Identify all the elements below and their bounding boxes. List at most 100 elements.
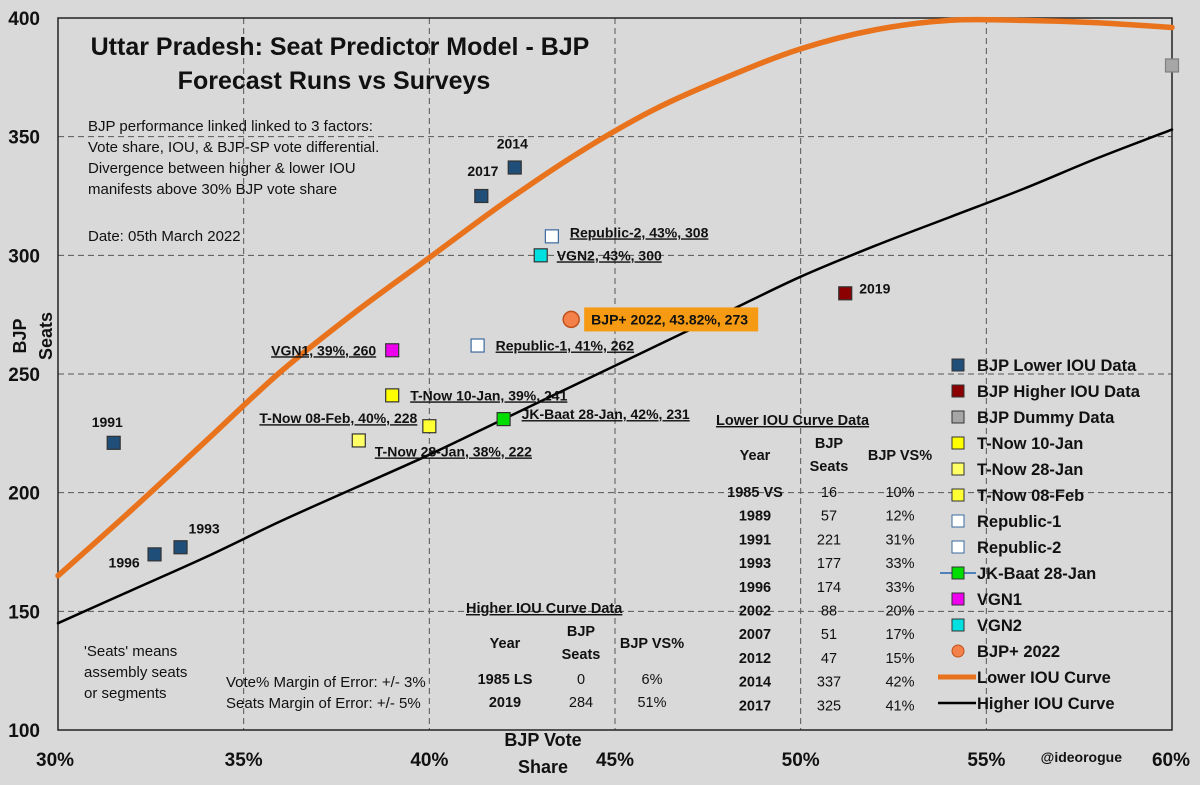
data-point-marker [147, 547, 162, 562]
y-tick-label: 250 [8, 365, 40, 386]
lower-table-cell: 42% [885, 675, 914, 691]
lower-table-title: Lower IOU Curve Data [716, 413, 870, 429]
data-point-marker [470, 338, 485, 353]
info-line-4: manifests above 30% BJP vote share [88, 181, 337, 198]
data-point-marker [496, 411, 511, 427]
legend-swatch [951, 566, 965, 580]
plot-area-border [57, 17, 1173, 731]
data-point-marker [106, 435, 121, 450]
seats-note-line-2: assembly seats [84, 664, 187, 681]
lower-table-rows: 1985 VS 16 10% 1989 57 12% 1991 221 31% 1993 177 33… [727, 485, 914, 714]
lower-table-header-bjp: BJP [815, 436, 844, 452]
legend-item-label: Republic-2 [977, 539, 1061, 557]
legend-item-label: T-Now 28-Jan [977, 461, 1083, 479]
higher-table-cell: 0 [577, 672, 585, 688]
y-tick-label: 300 [8, 246, 40, 267]
lower-table-header-vs: BJP VS% [868, 448, 932, 464]
lower-table-cell: 177 [817, 556, 841, 572]
lower-table-cell: 2014 [739, 675, 771, 691]
higher-table-rows: 1985 LS 0 6% 2019 284 51% [478, 672, 667, 711]
x-tick-label: 45% [596, 750, 634, 771]
legend-item-label: VGN1 [977, 591, 1022, 609]
legend-item-label: BJP Higher IOU Data [977, 383, 1141, 401]
data-point-label: JK-Baat 28-Jan, 42%, 231 [522, 406, 690, 422]
higher-table-cell: 6% [642, 672, 663, 688]
y-tick-label: 350 [8, 128, 40, 149]
higher-table-header-seats: Seats [562, 647, 601, 663]
higher-table-cell: 284 [569, 695, 593, 711]
higher-iou-curve [56, 128, 1174, 625]
data-point-label: T-Now 08-Feb, 40%, 228 [259, 410, 417, 426]
x-axis-label-line-2: Share [518, 757, 568, 777]
data-point-marker [533, 248, 548, 263]
legend-item-label: BJP+ 2022 [977, 643, 1060, 661]
higher-table-cell: 51% [637, 695, 666, 711]
curves-layer [55, 16, 1175, 625]
data-point-marker [838, 286, 853, 301]
lower-table-cell: 20% [885, 604, 914, 620]
legend-item-label: Republic-1 [977, 513, 1061, 531]
seats-note-line-1: 'Seats' means [84, 643, 177, 660]
lower-table-cell: 337 [817, 675, 841, 691]
lower-table-cell: 12% [885, 509, 914, 525]
lower-table-cell: 2007 [739, 627, 771, 643]
data-point-marker [385, 388, 400, 403]
legend-swatch [951, 644, 965, 658]
lower-table-cell: 17% [885, 627, 914, 643]
x-tick-label: 30% [36, 750, 74, 771]
chart-subtitle: Forecast Runs vs Surveys [178, 67, 491, 95]
data-point-marker [385, 343, 400, 358]
y-tick-label: 400 [8, 9, 40, 30]
vote-margin-note: Vote% Margin of Error: +/- 3% [226, 674, 426, 691]
bjp-2022-label: BJP+ 2022, 43.82%, 273 [591, 311, 748, 327]
lower-table-cell: 1993 [739, 556, 771, 572]
data-point-marker [173, 540, 188, 555]
lower-table-cell: 10% [885, 485, 914, 501]
legend: BJP Lower IOU Data BJP Higher IOU Data BJP… [938, 357, 1141, 713]
legend-item-label: T-Now 10-Jan [977, 435, 1083, 453]
data-point-label: T-Now 28-Jan, 38%, 222 [375, 443, 532, 459]
data-point-label: 1996 [109, 554, 140, 570]
lower-table-cell: 1985 VS [727, 485, 783, 501]
data-point-marker [1164, 58, 1180, 73]
y-tick-label: 150 [8, 602, 40, 623]
higher-table-cell: 1985 LS [478, 672, 533, 688]
lower-table-cell: 57 [821, 509, 837, 525]
info-line-3: Divergence between higher & lower IOU [88, 160, 356, 177]
data-point-marker [474, 188, 489, 204]
data-point-label: VGN2, 43%, 300 [557, 247, 662, 263]
legend-swatch [951, 488, 965, 502]
lower-table-cell: 47 [821, 651, 837, 667]
lower-iou-curve [55, 16, 1175, 579]
data-points-layer: 1991 1996 1993 2017 2014 2019 T-Now 10-Jan, 39… [92, 58, 1180, 570]
data-point-marker [351, 433, 366, 448]
legend-item-label: T-Now 08-Feb [977, 487, 1084, 505]
gridlines [58, 18, 1172, 730]
lower-table-header-seats: Seats [810, 459, 849, 475]
axis-ticks: 30% 35% 40% 45% 50% 55% 60% 100 150 200 250 300 350 4… [8, 9, 1190, 771]
legend-item-label: BJP Lower IOU Data [977, 357, 1137, 375]
lower-table-cell: 31% [885, 532, 914, 548]
data-point-label: 2019 [859, 280, 890, 296]
data-point-label: T-Now 10-Jan, 39%, 241 [410, 387, 567, 403]
legend-swatch [951, 410, 965, 424]
lower-table-cell: 2017 [739, 698, 771, 714]
lower-table-cell: 221 [817, 532, 841, 548]
data-point-label: Republic-2, 43%, 308 [570, 224, 709, 240]
higher-table-title: Higher IOU Curve Data [466, 601, 623, 617]
data-point-label: VGN1, 39%, 260 [271, 342, 376, 358]
data-point-marker [544, 229, 559, 244]
credit-handle: @ideorogue [1041, 749, 1123, 765]
data-point-label: 2017 [467, 163, 498, 179]
legend-swatch [951, 618, 965, 632]
lower-table-cell: 88 [821, 604, 837, 620]
lower-table-cell: 2002 [739, 604, 771, 620]
lower-table-cell: 174 [817, 580, 841, 596]
higher-table-header-year: Year [490, 636, 521, 652]
y-tick-label: 200 [8, 484, 40, 505]
legend-item-label: BJP Dummy Data [977, 409, 1115, 427]
lower-table-cell: 325 [817, 698, 841, 714]
lower-table-cell: 15% [885, 651, 914, 667]
x-tick-label: 40% [410, 750, 448, 771]
